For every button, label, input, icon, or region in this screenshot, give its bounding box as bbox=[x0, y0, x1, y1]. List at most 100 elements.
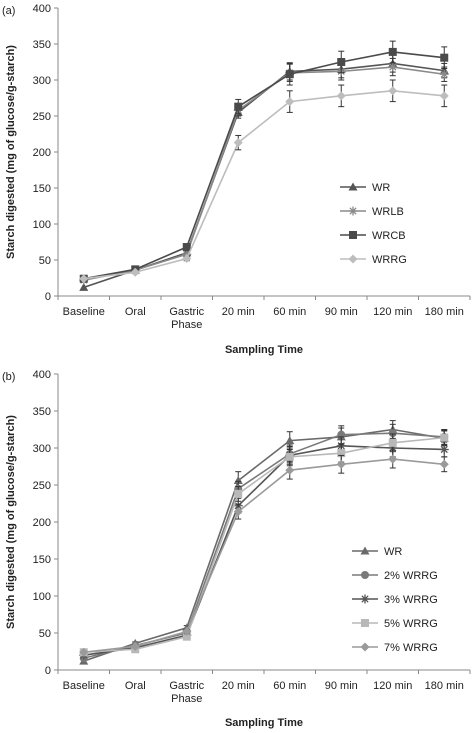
series-line bbox=[83, 51, 445, 280]
x-tick-label: Oral bbox=[125, 306, 146, 318]
data-point bbox=[234, 102, 243, 111]
data-point bbox=[388, 429, 397, 438]
series-line bbox=[83, 436, 445, 654]
data-point bbox=[388, 438, 397, 447]
y-tick-label: 250 bbox=[33, 111, 51, 123]
x-tick-label: Baseline bbox=[63, 680, 105, 692]
y-tick-label: 100 bbox=[33, 591, 51, 603]
data-point bbox=[182, 627, 192, 637]
y-tick-label: 200 bbox=[33, 517, 51, 529]
data-point bbox=[130, 641, 140, 651]
data-point bbox=[182, 243, 191, 252]
legend-entry: 2% WRRG bbox=[352, 570, 438, 582]
legend-label: WRRG bbox=[372, 254, 407, 266]
x-tick-label: 120 min bbox=[373, 680, 412, 692]
legend-marker bbox=[361, 571, 369, 579]
legend-marker bbox=[348, 206, 358, 216]
x-tick-label: 90 min bbox=[325, 680, 358, 692]
data-point bbox=[388, 62, 398, 72]
legend-label: WRCB bbox=[372, 230, 406, 242]
x-tick-label: 20 min bbox=[222, 306, 255, 318]
data-point bbox=[130, 267, 140, 277]
data-point bbox=[79, 282, 89, 291]
y-axis-label: Starch digested (mg of glucose/g-starch) bbox=[5, 45, 17, 259]
data-point bbox=[285, 452, 294, 461]
legend-label: 2% WRRG bbox=[384, 570, 438, 582]
data-point bbox=[440, 433, 449, 442]
x-tick-label: Oral bbox=[125, 680, 146, 692]
legend-label: WR bbox=[372, 182, 390, 194]
data-point bbox=[79, 647, 89, 657]
legend-marker bbox=[361, 619, 369, 627]
legend-marker bbox=[360, 594, 370, 604]
series-wrcb bbox=[79, 40, 449, 283]
x-axis-label: Sampling Time bbox=[225, 717, 303, 729]
chart-panel-1: (a) 0 50 100 150 200 250 300 350 400 Baseline Oral G… bbox=[2, 3, 471, 356]
data-point bbox=[285, 465, 295, 475]
legend-label: 7% WRRG bbox=[384, 642, 438, 654]
legend-entry: WRRG bbox=[340, 254, 407, 266]
series-line bbox=[83, 428, 445, 662]
x-tick-label: Gastric Phase bbox=[169, 680, 204, 705]
y-tick-label: 50 bbox=[39, 628, 51, 640]
y-tick-label: 100 bbox=[33, 219, 51, 231]
series-line bbox=[83, 89, 445, 280]
y-tick-label: 0 bbox=[45, 665, 51, 677]
x-axis-label: Sampling Time bbox=[225, 344, 303, 356]
x-tick-label: 180 min bbox=[425, 306, 464, 318]
data-point bbox=[285, 97, 295, 107]
y-tick-label: 300 bbox=[33, 443, 51, 455]
legend-entry: 7% WRRG bbox=[352, 642, 438, 654]
series-line bbox=[83, 458, 445, 654]
legend-entry: 3% WRRG bbox=[352, 594, 438, 606]
x-tick-label: 60 min bbox=[273, 306, 306, 318]
data-point bbox=[233, 507, 243, 517]
data-point bbox=[182, 254, 192, 264]
data-point bbox=[439, 91, 449, 101]
legend-entry: WRLB bbox=[340, 206, 404, 218]
data-point bbox=[439, 69, 449, 79]
y-tick-label: 200 bbox=[33, 147, 51, 159]
x-tick-label: 180 min bbox=[425, 680, 464, 692]
y-tick-label: 300 bbox=[33, 75, 51, 87]
y-tick-label: 150 bbox=[33, 183, 51, 195]
legend-label: 3% WRRG bbox=[384, 594, 438, 606]
data-point bbox=[388, 47, 397, 56]
y-tick-label: 350 bbox=[33, 406, 51, 418]
legend-marker bbox=[348, 254, 358, 264]
data-point bbox=[388, 454, 398, 464]
series-wrrg bbox=[79, 79, 449, 284]
data-point bbox=[439, 444, 449, 454]
data-point bbox=[233, 476, 243, 485]
x-tick-label: 60 min bbox=[273, 680, 306, 692]
legend-label: WR bbox=[384, 546, 402, 558]
y-axis-label: Starch digested (mg of glucose/g-starch) bbox=[5, 415, 17, 629]
x-tick-label: 90 min bbox=[325, 306, 358, 318]
y-tick-label: 0 bbox=[45, 291, 51, 303]
data-point bbox=[285, 436, 295, 445]
legend-entry: 5% WRRG bbox=[352, 618, 438, 630]
legend-marker bbox=[348, 182, 358, 191]
data-point bbox=[336, 91, 346, 101]
y-tick-label: 400 bbox=[33, 369, 51, 381]
data-point bbox=[337, 58, 346, 66]
x-tick-label: 20 min bbox=[222, 680, 255, 692]
legend-entry: WR bbox=[340, 182, 390, 194]
legend-marker bbox=[349, 231, 357, 239]
panel-label: (b) bbox=[2, 371, 15, 383]
y-tick-label: 150 bbox=[33, 554, 51, 566]
x-tick-label: Baseline bbox=[63, 306, 105, 318]
chart-panel-2: (b) 0 50 100 150 200 250 300 350 400 Baseline Oral G… bbox=[2, 369, 471, 729]
y-tick-label: 350 bbox=[33, 39, 51, 51]
data-point bbox=[439, 459, 449, 469]
series-line bbox=[83, 66, 445, 281]
data-point bbox=[337, 449, 346, 458]
legend-marker bbox=[360, 642, 370, 652]
legend-marker bbox=[360, 546, 370, 555]
legend-label: 5% WRRG bbox=[384, 618, 438, 630]
data-point bbox=[234, 489, 243, 498]
x-tick-label: Gastric Phase bbox=[169, 306, 204, 331]
data-point bbox=[440, 53, 449, 62]
data-point bbox=[336, 459, 346, 469]
